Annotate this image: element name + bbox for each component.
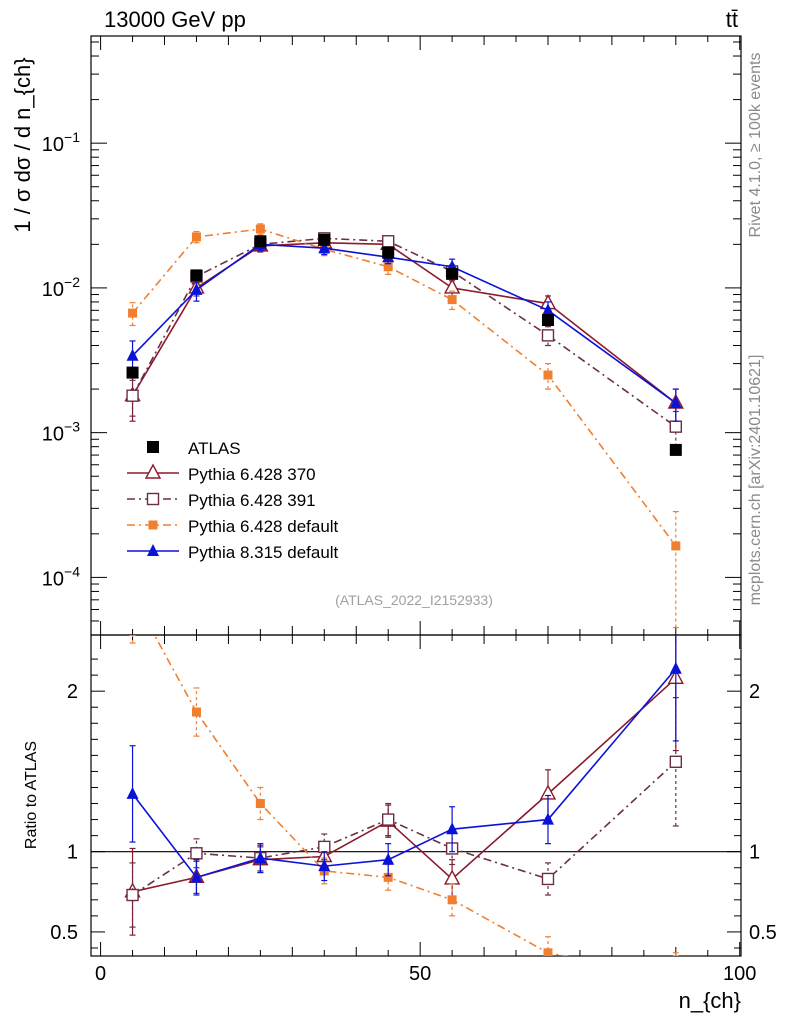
ratio-pythia-8-315-default-point (382, 852, 395, 865)
main-pythia-6-428-default-point (255, 224, 265, 234)
main-pythia-6-428-default-series (128, 223, 681, 629)
main-pythia-8-315-default-point (541, 303, 554, 316)
main-atlas-point (382, 246, 395, 259)
ratio-pythia-6-428-391-point (318, 840, 331, 854)
y-tick-label: 10−2 (42, 274, 80, 301)
ratio-pythia-6-428-default-point (383, 872, 393, 882)
ratio-pythia-6-428-391-point (190, 847, 203, 860)
main-pythia-8-315-default-line (131, 243, 677, 404)
ratio-pythia-8-315-default-point (190, 870, 203, 883)
main-y-axis-label-text: 1 / σ dσ / d n_{ch} (10, 57, 35, 232)
ratio-y-tick-label: 2 (67, 681, 78, 703)
rivet-version-label: Rivet 4.1.0, ≥ 100k events (747, 53, 764, 238)
ratio-pythia-6-428-default-line (153, 635, 570, 956)
legend-label: Pythia 8.315 default (188, 543, 339, 562)
ratio-pythia-8-315-default-point (126, 786, 139, 799)
main-pythia-6-428-370-line (131, 241, 677, 404)
main-pythia-6-428-391-point (541, 329, 555, 342)
ratio-pythia-8-315-default-point (669, 661, 682, 674)
x-tick-label: 100 (723, 963, 756, 985)
ratio-pythia-6-428-default-point (191, 707, 201, 717)
y-tick-label: 10−4 (42, 563, 80, 590)
header-process-label: tt̄ (726, 7, 738, 32)
legend-label: Pythia 6.428 391 (188, 491, 316, 510)
ratio-pythia-8-315-default-point (446, 822, 459, 835)
ratio-y-tick-label: 0.5 (50, 922, 78, 944)
main-pythia-6-428-370-point (443, 278, 461, 294)
mcplots-source-label: mcplots.cern.ch [arXiv:2401.10621] (747, 355, 764, 606)
main-atlas-point (446, 267, 459, 280)
main-atlas-point (541, 314, 554, 327)
main-pythia-6-428-default-point (383, 262, 393, 272)
main-atlas-series (126, 233, 682, 456)
main-pythia-8-315-default-point (190, 282, 203, 295)
ratio-pythia-8-315-default-point (541, 812, 554, 825)
ratio-pythia-6-428-default-point (543, 948, 553, 956)
x-tick-label: 0 (95, 963, 106, 985)
main-atlas-point (126, 366, 139, 379)
ratio-y-tick-label: 1 (67, 842, 78, 864)
ratio-y-tick-label-right: 0.5 (749, 922, 777, 944)
ratio-y-axis-label: Ratio to ATLAS (23, 741, 40, 849)
ratio-pythia-6-428-default-point (447, 895, 457, 905)
ratio-y-tick-label-right: 2 (749, 681, 760, 703)
main-pythia-8-315-default-series (126, 237, 682, 422)
ratio-pythia-8-315-default-point (254, 851, 267, 864)
main-pythia-8-315-default-point (126, 348, 139, 361)
legend-label: Pythia 6.428 370 (188, 465, 316, 484)
legend-marker (147, 441, 159, 453)
ratio-pythia-6-428-default-point (255, 799, 265, 809)
legend-marker (146, 492, 160, 506)
y-tick-label: 10−1 (42, 129, 80, 156)
main-pythia-8-315-default-point (318, 241, 331, 254)
ratio-pythia-6-428-370-line (132, 677, 677, 893)
legend-marker (147, 544, 159, 556)
main-pythia-6-428-391-series (126, 232, 683, 448)
ratio-pythia-6-428-default-series (129, 635, 679, 956)
main-pythia-6-428-default-point (191, 232, 201, 242)
main-atlas-point (669, 443, 682, 456)
ratio-pythia-6-428-370-point (443, 869, 461, 885)
main-pythia-6-428-391-line (131, 237, 677, 428)
ratio-pythia-6-428-391-point (541, 872, 555, 886)
analysis-reference-label: (ATLAS_2022_I2152933) (335, 592, 493, 608)
main-pythia-6-428-391-point (669, 420, 683, 433)
main-pythia-8-315-default-point (669, 396, 682, 409)
main-pythia-6-428-default-point (128, 308, 138, 318)
main-atlas-point (254, 235, 267, 248)
main-pythia-6-428-default-line (131, 228, 677, 547)
ratio-pythia-8-315-default-series (126, 635, 682, 896)
ratio-pythia-6-428-391-point (381, 813, 395, 826)
ratio-pythia-6-428-391-point (669, 755, 683, 768)
main-atlas-point (190, 269, 203, 282)
main-pythia-6-428-370-series (124, 233, 684, 422)
legend-label: Pythia 6.428 default (188, 517, 339, 536)
ratio-pythia-8-315-default-line (131, 668, 677, 879)
x-axis-label-text: n_{ch} (679, 988, 741, 1013)
x-axis-label: n_{ch} (679, 988, 741, 1013)
ratio-pythia-6-428-391-line (132, 761, 677, 896)
main-pythia-6-428-default-point (671, 541, 681, 551)
legend-marker (148, 520, 158, 530)
main-pythia-6-428-391-point (381, 235, 395, 248)
ratio-plot-frame (90, 634, 742, 957)
ratio-pythia-6-428-391-point (126, 888, 139, 902)
header-energy-label: 13000 GeV pp (104, 7, 246, 32)
legend-marker (144, 463, 162, 479)
ratio-y-tick-label-right: 1 (749, 842, 760, 864)
y-tick-label: 10−3 (42, 419, 80, 446)
ratio-pythia-6-428-370-series (124, 635, 684, 936)
ratio-pythia-8-315-default-point (318, 859, 331, 872)
main-atlas-point (318, 233, 331, 246)
legend-label: ATLAS (188, 439, 241, 458)
main-pythia-6-428-default-point (543, 370, 553, 380)
x-tick-label: 50 (409, 963, 431, 985)
main-pythia-6-428-391-point (126, 389, 139, 402)
main-y-axis-label: 1 / σ dσ / d n_{ch} (10, 57, 35, 232)
main-pythia-6-428-default-point (447, 295, 457, 305)
